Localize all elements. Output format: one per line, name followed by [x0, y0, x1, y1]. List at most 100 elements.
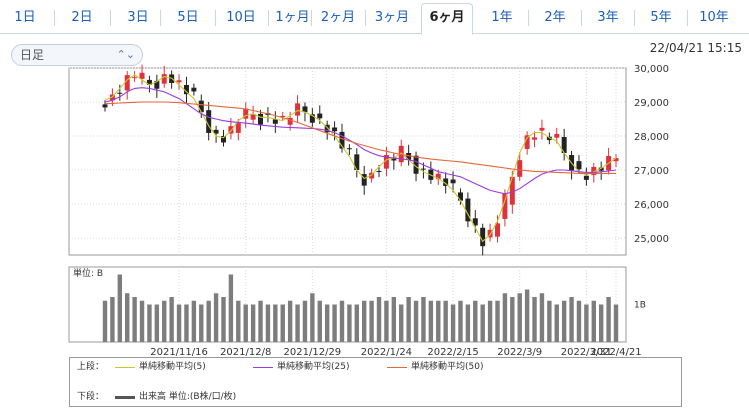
candle-body: [361, 174, 367, 186]
volume-bar: [384, 300, 389, 342]
xtick-label: 2022/1/24: [361, 347, 412, 358]
volume-bar: [213, 293, 219, 342]
candle-body: [228, 126, 234, 134]
tab-4[interactable]: 10日: [226, 10, 256, 25]
volume-bar: [369, 300, 374, 342]
volume-bar: [399, 304, 404, 342]
volume-bar: [584, 304, 589, 342]
volume-bar: [576, 300, 582, 342]
volume-bar: [243, 304, 248, 342]
volume-bar: [428, 300, 434, 342]
candle-body: [132, 77, 138, 79]
candle-body: [250, 113, 256, 120]
volume-bar: [295, 304, 300, 342]
ma50-line: [104, 101, 616, 174]
candle-body: [302, 106, 308, 113]
candle-body: [124, 75, 130, 91]
ma5-line: [104, 74, 617, 243]
datetime: 22/04/21 15:15: [649, 41, 742, 55]
candle-body: [443, 178, 449, 186]
candle-body: [206, 110, 212, 133]
volume-bar: [554, 304, 559, 342]
candle-body: [154, 80, 160, 89]
legend-ma25-line: [253, 367, 273, 368]
xtick-label: 2022/4/21: [590, 347, 641, 358]
volume-bar: [480, 304, 485, 342]
volume-bar: [110, 297, 115, 342]
tab-12[interactable]: 5年: [650, 10, 672, 25]
tab-6[interactable]: 2ヶ月: [320, 10, 356, 25]
candle-body: [235, 123, 241, 133]
volume-bar: [436, 300, 441, 342]
tab-3[interactable]: 5日: [177, 10, 199, 25]
candle-body: [117, 92, 123, 94]
candle-body: [561, 137, 567, 153]
candle-body: [391, 157, 397, 161]
volume-bar: [354, 304, 359, 342]
candle-body: [539, 127, 545, 131]
candle-body: [354, 154, 360, 170]
tab-0[interactable]: 1日: [14, 10, 36, 25]
candle-body: [613, 158, 619, 162]
volume-unit-label: 単位: B: [73, 267, 103, 279]
tab-9[interactable]: 1年: [491, 10, 513, 25]
tab-13[interactable]: 10年: [699, 10, 729, 25]
volume-bar: [280, 304, 285, 342]
period-select[interactable]: 日足 ⌃⌄: [11, 44, 143, 66]
volume-bar: [524, 289, 530, 342]
volume-bar: [273, 304, 278, 342]
tab-11[interactable]: 3年: [597, 10, 619, 25]
candle-body: [509, 176, 515, 205]
ma25-line: [104, 87, 617, 195]
candle-body: [457, 192, 463, 201]
price-ytick-label: 25,000: [634, 234, 669, 245]
candle-body: [309, 114, 315, 123]
legend-lower-label: 下段：: [77, 392, 105, 402]
volume-bar: [258, 300, 263, 342]
candle-body: [146, 79, 152, 85]
xtick-label: 2021/11/16: [150, 347, 208, 358]
volume-bar: [125, 293, 130, 342]
candle-body: [554, 133, 560, 138]
volume-bar: [176, 304, 182, 342]
tab-7[interactable]: 3ヶ月: [374, 10, 410, 25]
tab-8[interactable]: 6ヶ月: [421, 3, 473, 35]
legend-volume-line: [115, 396, 135, 399]
volume-ytick-label: 1B: [634, 301, 646, 311]
tab-separator: [687, 10, 688, 26]
volume-bar: [206, 300, 211, 342]
candle-body: [450, 179, 456, 184]
candle-body: [502, 193, 508, 219]
volume-bar: [450, 304, 456, 342]
price-ytick-label: 28,000: [634, 132, 669, 143]
candle-body: [517, 160, 523, 177]
legend-ma50-line: [387, 367, 407, 368]
volume-bar: [376, 297, 382, 342]
volume-bar: [598, 304, 604, 342]
xtick-label: 2022/2/15: [427, 347, 478, 358]
legend-upper-label: 上段：: [77, 362, 105, 372]
volume-bar: [613, 304, 619, 342]
tab-separator: [110, 10, 111, 26]
tab-5[interactable]: 1ヶ月: [275, 10, 310, 25]
volume-bar: [199, 304, 204, 342]
tab-10[interactable]: 2年: [544, 10, 566, 25]
candle-body: [406, 153, 412, 160]
volume-bar: [117, 274, 123, 342]
volume-bar: [421, 297, 426, 342]
volume-bar: [495, 300, 500, 342]
candle-body: [295, 103, 301, 116]
legend-ma5: 単純移動平均(5): [139, 362, 206, 372]
price-ytick-label: 30,000: [634, 64, 669, 75]
volume-bar: [347, 304, 352, 342]
candle-body: [191, 87, 197, 92]
volume-bar: [539, 293, 545, 342]
tab-separator: [365, 10, 366, 26]
tab-1[interactable]: 2日: [71, 10, 93, 25]
volume-bar: [139, 300, 145, 342]
volume-bar: [287, 300, 293, 342]
volume-bar: [236, 300, 241, 342]
tab-2[interactable]: 3日: [127, 10, 149, 25]
candle-body: [472, 218, 478, 226]
period-tabs: 1日 2日 3日 5日 10日 1ヶ月 2ヶ月 3ヶ月 6ヶ月 1年 2年 3年 5年 10年: [0, 0, 749, 35]
